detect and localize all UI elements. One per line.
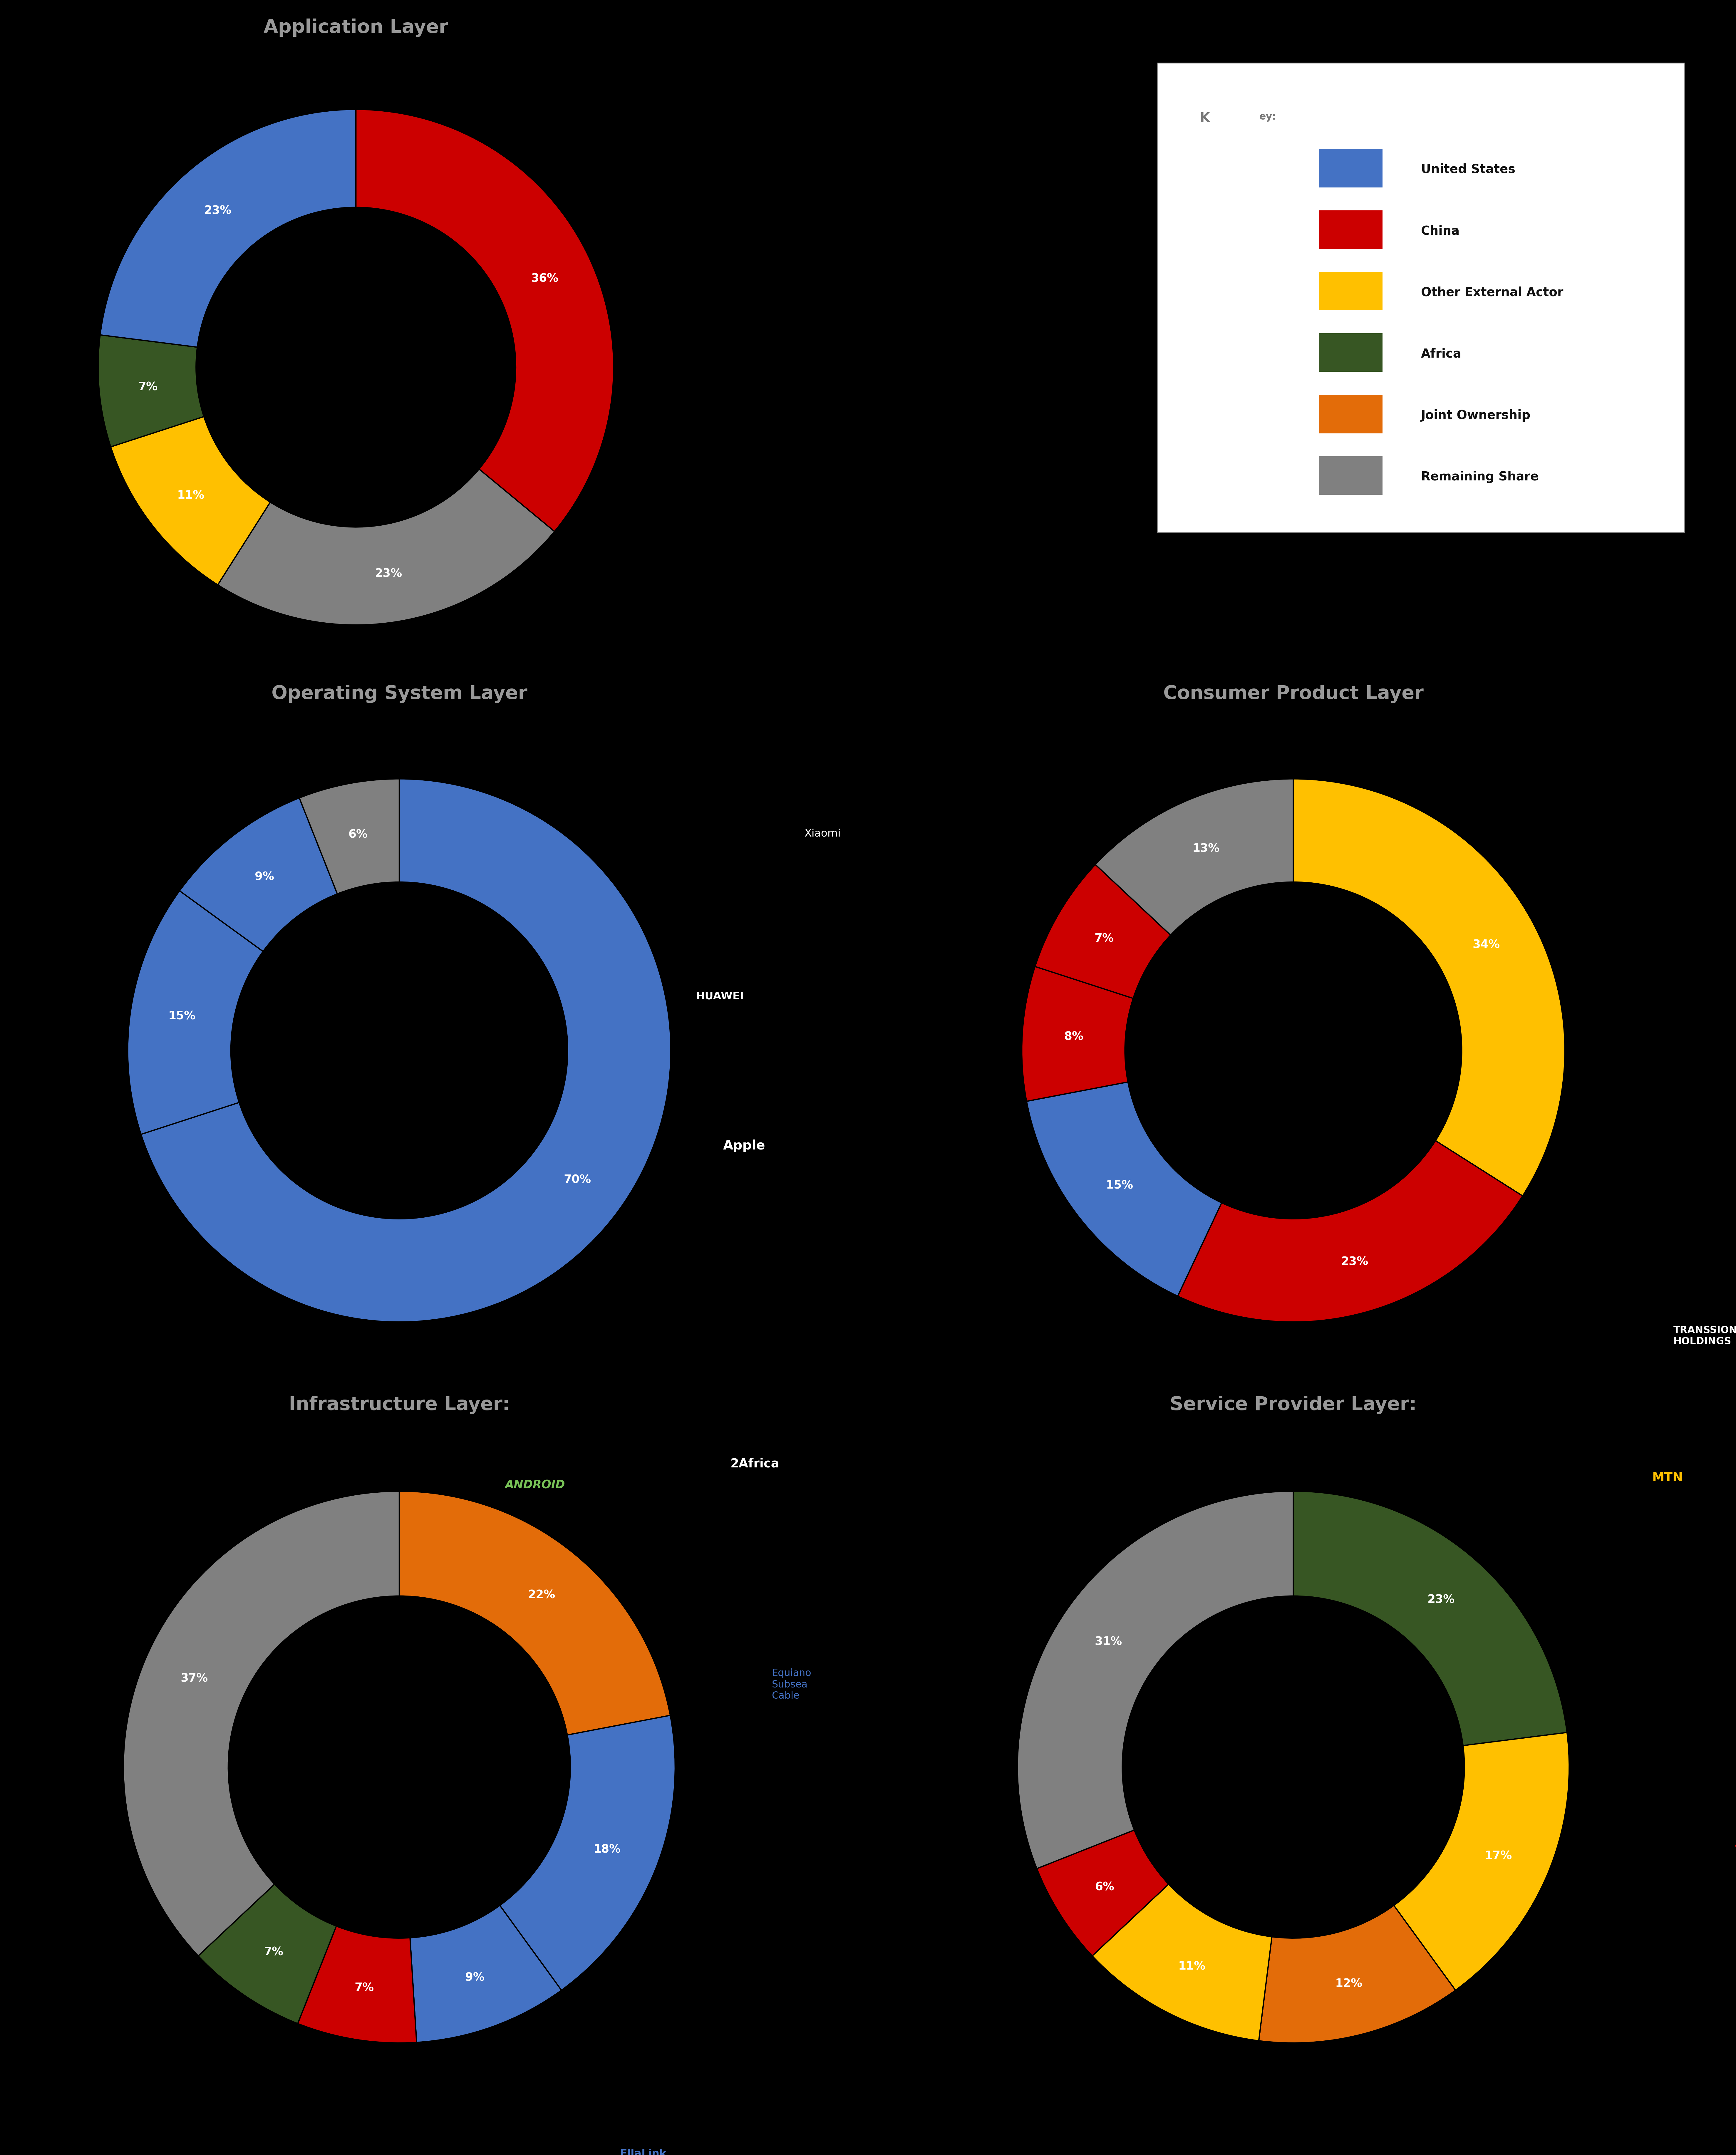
Text: Xiaomi: Xiaomi	[804, 828, 840, 838]
Wedge shape	[1293, 778, 1564, 1196]
Title: Infrastructure Layer:: Infrastructure Layer:	[288, 1396, 510, 1414]
Text: 15%: 15%	[1106, 1179, 1134, 1192]
Text: China: China	[1420, 224, 1460, 237]
Text: United States: United States	[1420, 164, 1516, 177]
Wedge shape	[500, 1715, 675, 1991]
Wedge shape	[356, 110, 613, 532]
Text: 11%: 11%	[1179, 1961, 1205, 1972]
Text: 70%: 70%	[564, 1174, 590, 1185]
Wedge shape	[1023, 968, 1134, 1101]
Wedge shape	[1293, 1491, 1568, 1746]
Text: TRANSSION
HOLDINGS: TRANSSION HOLDINGS	[1674, 1325, 1736, 1347]
Text: 37%: 37%	[181, 1672, 208, 1683]
Text: 7%: 7%	[1094, 933, 1115, 944]
Wedge shape	[1259, 1905, 1455, 2043]
Title: Consumer Product Layer: Consumer Product Layer	[1163, 685, 1424, 703]
Wedge shape	[217, 470, 554, 625]
Bar	[1319, 272, 1382, 310]
Wedge shape	[1017, 1491, 1293, 1868]
Text: 23%: 23%	[1427, 1595, 1455, 1605]
Wedge shape	[1035, 864, 1170, 998]
Wedge shape	[111, 416, 271, 584]
Text: 34%: 34%	[1472, 940, 1500, 950]
Wedge shape	[1095, 778, 1293, 935]
Wedge shape	[128, 890, 264, 1134]
Bar	[1319, 334, 1382, 373]
Bar	[1319, 457, 1382, 496]
Text: 17%: 17%	[1484, 1851, 1512, 1862]
Text: 15%: 15%	[168, 1011, 196, 1021]
Text: K: K	[1200, 112, 1210, 125]
Wedge shape	[198, 1883, 337, 2024]
Text: MTN: MTN	[1653, 1472, 1682, 1483]
Text: ANDROID: ANDROID	[505, 1480, 566, 1491]
Bar	[1319, 211, 1382, 250]
Bar	[1319, 394, 1382, 433]
Wedge shape	[123, 1491, 399, 1957]
Text: Apple: Apple	[722, 1140, 766, 1153]
Text: HUAWEI: HUAWEI	[696, 991, 743, 1002]
Text: 13%: 13%	[1193, 843, 1220, 853]
Bar	[1319, 149, 1382, 187]
Title: Operating System Layer: Operating System Layer	[271, 685, 528, 703]
Text: 23%: 23%	[375, 569, 403, 580]
Wedge shape	[299, 778, 399, 894]
Text: Remaining Share: Remaining Share	[1420, 470, 1538, 483]
Text: 36%: 36%	[531, 274, 559, 284]
Wedge shape	[1036, 1830, 1168, 1957]
Wedge shape	[1177, 1140, 1522, 1321]
Text: Equiano
Subsea
Cable: Equiano Subsea Cable	[773, 1668, 811, 1700]
Text: 31%: 31%	[1095, 1636, 1121, 1646]
Text: EllaLink: EllaLink	[620, 2149, 667, 2155]
Wedge shape	[410, 1905, 561, 2043]
Wedge shape	[1092, 1883, 1272, 2041]
Wedge shape	[297, 1927, 417, 2043]
Wedge shape	[1026, 1082, 1222, 1297]
Text: 7%: 7%	[139, 381, 158, 392]
Text: 9%: 9%	[465, 1972, 484, 1983]
Text: 11%: 11%	[177, 489, 205, 500]
Title: Service Provider Layer:: Service Provider Layer:	[1170, 1396, 1417, 1414]
Text: 2Africa: 2Africa	[731, 1457, 779, 1470]
Text: 8%: 8%	[1064, 1032, 1083, 1043]
Text: Other External Actor: Other External Actor	[1420, 287, 1562, 300]
Wedge shape	[101, 110, 356, 347]
Text: 22%: 22%	[528, 1590, 556, 1601]
Text: 18%: 18%	[594, 1845, 621, 1855]
Text: ey:: ey:	[1259, 112, 1276, 121]
Title: Application Layer: Application Layer	[264, 19, 448, 37]
Text: 23%: 23%	[205, 205, 231, 216]
Wedge shape	[1394, 1733, 1569, 1991]
Text: 7%: 7%	[354, 1983, 373, 1993]
Wedge shape	[179, 797, 337, 953]
Text: Africa: Africa	[1420, 347, 1462, 360]
Text: 6%: 6%	[349, 830, 368, 840]
Wedge shape	[399, 1491, 670, 1735]
Wedge shape	[141, 778, 670, 1321]
Text: 6%: 6%	[1095, 1881, 1115, 1892]
Text: 23%: 23%	[1340, 1256, 1368, 1267]
Text: Joint Ownership: Joint Ownership	[1420, 409, 1531, 422]
Text: 7%: 7%	[264, 1946, 283, 1957]
FancyBboxPatch shape	[1158, 62, 1684, 532]
Text: 12%: 12%	[1335, 1978, 1363, 1989]
Wedge shape	[99, 336, 203, 446]
Text: 9%: 9%	[255, 871, 274, 881]
